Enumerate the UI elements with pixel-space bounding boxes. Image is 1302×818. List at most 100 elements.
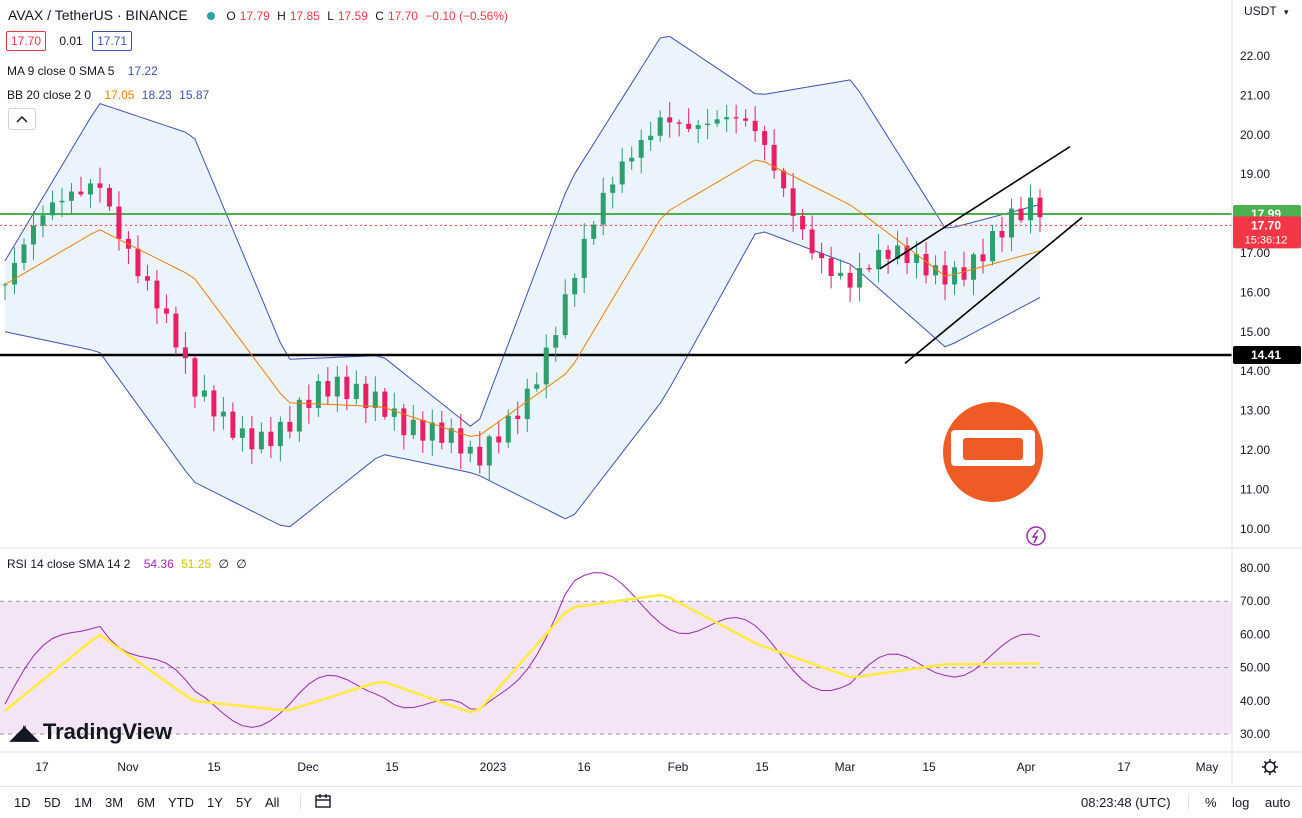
- range-3m-button[interactable]: 3M: [105, 795, 124, 810]
- candle-body: [933, 265, 939, 276]
- candle-body: [30, 225, 36, 245]
- price-tick-label: 16.00: [1240, 285, 1270, 299]
- candle-body: [705, 123, 711, 126]
- candle-body: [201, 390, 207, 397]
- horizontal-levels: [0, 212, 1232, 357]
- candle-body: [572, 277, 578, 295]
- candle-body: [315, 381, 321, 408]
- utc-clock[interactable]: 08:23:48 (UTC): [1081, 795, 1171, 810]
- lightning-bolt: [1031, 529, 1039, 544]
- candle-body: [239, 428, 245, 438]
- candle-body: [695, 125, 701, 129]
- rsi-tick-label: 70.00: [1240, 594, 1270, 608]
- rsi-legend[interactable]: RSI 14 close SMA 14 2 54.36 51.25 ∅ ∅: [7, 557, 251, 571]
- range-1m-button[interactable]: 1M: [74, 795, 93, 810]
- symbol-title[interactable]: AVAX / TetherUS · BINANCE: [8, 7, 188, 23]
- range-1d-button[interactable]: 1D: [14, 795, 31, 810]
- price-tick-label: 13.00: [1240, 404, 1270, 418]
- high-label: H: [277, 9, 286, 23]
- support-price-label: 14.41: [1251, 348, 1281, 362]
- candle-body: [781, 170, 787, 189]
- bid-price-button[interactable]: 17.70: [6, 31, 47, 51]
- candle-body: [287, 421, 293, 432]
- candle-body: [87, 183, 93, 195]
- rsi-tick-label: 60.00: [1240, 627, 1270, 641]
- candle-body: [762, 131, 768, 145]
- currency-selector[interactable]: USDT ▾: [1244, 4, 1293, 18]
- range-6m-button[interactable]: 6M: [137, 795, 156, 810]
- candle-body: [382, 391, 388, 417]
- channel-upper-line: [879, 145, 1071, 270]
- candle-body: [524, 388, 530, 420]
- range-5d-button[interactable]: 5D: [44, 795, 61, 810]
- date-range-calendar-icon[interactable]: [314, 792, 334, 813]
- gear-icon[interactable]: [1262, 759, 1278, 775]
- bb-lower-line: [4, 231, 1041, 528]
- candle-body: [68, 191, 74, 201]
- candle-body: [828, 258, 834, 276]
- candle-body: [144, 276, 150, 281]
- auto-toggle[interactable]: auto: [1265, 795, 1291, 810]
- current-price-bg: [1233, 216, 1301, 249]
- rsi-sma-value: 51.25: [181, 557, 212, 571]
- candle-body: [268, 431, 274, 447]
- toolbar-divider: [300, 794, 301, 810]
- candle-body: [676, 122, 682, 124]
- candle-body: [999, 231, 1005, 238]
- gear-tooth: [1263, 760, 1267, 764]
- ask-price-button[interactable]: 17.71: [92, 31, 133, 51]
- candle-body: [97, 183, 103, 188]
- candle-body: [857, 268, 863, 288]
- ma-value: 17.22: [127, 64, 158, 78]
- range-1y-button[interactable]: 1Y: [207, 795, 223, 810]
- candle-body: [325, 381, 331, 397]
- collapse-legend-button[interactable]: [8, 108, 36, 130]
- bb-label: BB 20 close 2 0: [7, 88, 92, 102]
- log-toggle[interactable]: log: [1232, 795, 1250, 810]
- candle-body: [2, 284, 8, 286]
- time-tick-label: 2023: [480, 760, 507, 774]
- candle-body: [353, 383, 359, 400]
- rsi-extra-2: ∅: [236, 557, 247, 571]
- spread-value: 0.01: [59, 34, 83, 48]
- candle-body: [876, 249, 882, 270]
- candle-body: [249, 428, 255, 450]
- currency-label: USDT: [1244, 4, 1277, 18]
- candle-body: [21, 244, 27, 263]
- range-all-button[interactable]: All: [265, 795, 280, 810]
- rsi-extra-1: ∅: [218, 557, 229, 571]
- candle-body: [971, 254, 977, 280]
- close-value: 17.70: [387, 9, 418, 23]
- candle-body: [135, 248, 141, 277]
- calendar-icon: [315, 794, 331, 808]
- candle-body: [334, 376, 340, 397]
- gear-tooth: [1273, 770, 1277, 774]
- candle-body: [515, 415, 521, 420]
- bottom-toolbar: 1D 5D 1M 3M 6M YTD 1Y 5Y All 08:23:48 (U…: [0, 786, 1302, 818]
- price-tick-label: 10.00: [1240, 522, 1270, 536]
- open-label: O: [226, 9, 236, 23]
- ma-legend[interactable]: MA 9 close 0 SMA 5 17.22: [7, 64, 162, 78]
- candle-body: [448, 428, 454, 443]
- candle-body: [638, 140, 644, 158]
- candle-body: [401, 408, 407, 436]
- time-tick-label: Apr: [1017, 760, 1036, 774]
- candle-body: [790, 188, 796, 216]
- percent-toggle[interactable]: %: [1205, 795, 1217, 810]
- candle-body: [733, 117, 739, 119]
- candle-body: [372, 391, 378, 409]
- current-price-label: 17.70: [1251, 218, 1281, 232]
- rsi-tick-label: 50.00: [1240, 661, 1270, 675]
- bb-lower-value: 15.87: [179, 88, 210, 102]
- gear-ring: [1264, 761, 1276, 773]
- bb-legend[interactable]: BB 20 close 2 0 17.05 18.23 15.87: [7, 88, 213, 102]
- rsi-line: [4, 572, 1041, 728]
- range-ytd-button[interactable]: YTD: [168, 795, 194, 810]
- chevron-up-icon: [16, 115, 28, 123]
- range-5y-button[interactable]: 5Y: [236, 795, 252, 810]
- tradingview-watermark: ◢◣ TradingView: [10, 719, 172, 745]
- candle-body: [610, 184, 616, 193]
- candle-body: [363, 383, 369, 409]
- candle-body: [629, 157, 635, 162]
